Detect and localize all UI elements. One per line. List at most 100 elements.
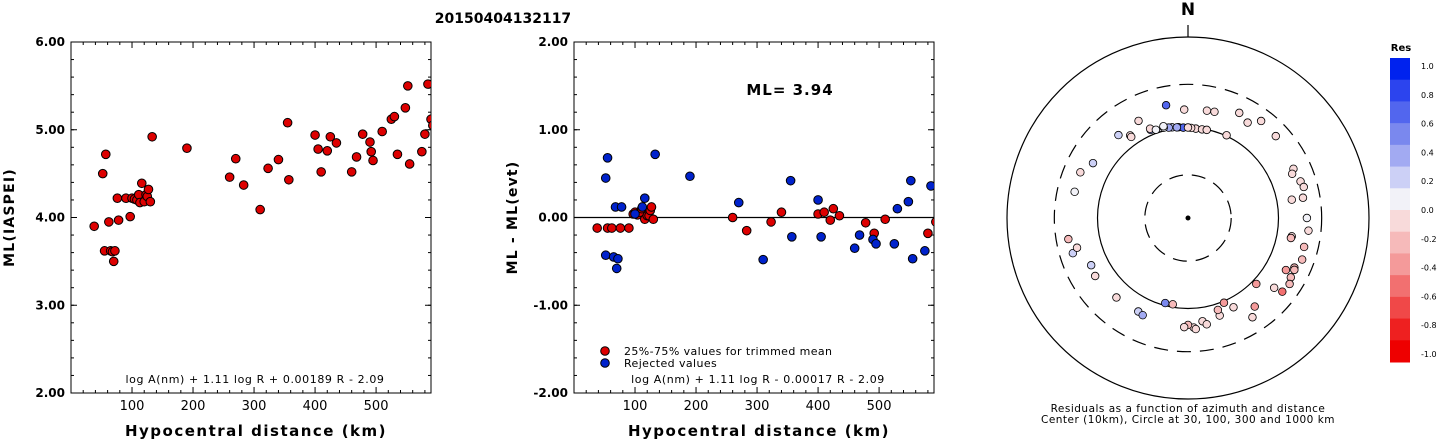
data-point [273,154,284,165]
legend-label: 25%-75% values for trimmed mean [624,345,832,358]
data-point [615,223,626,233]
station-point [1290,265,1299,275]
station-point [1219,298,1229,307]
station-point [1286,233,1296,243]
center-dot [1185,215,1191,221]
colorbar-tick-label: -0.6 [1421,292,1437,301]
polar-caption-line: Residuals as a function of azimuth and d… [1051,403,1326,415]
colorbar-swatch [1390,144,1410,168]
x-tick-label: 500 [364,399,389,414]
station-point [1127,132,1136,142]
data-point [624,223,634,233]
y-tick-label: -2.00 [533,386,568,400]
station-point [1299,182,1308,192]
data-point [400,103,411,113]
data-point [89,221,99,232]
colorbar-swatch [1390,79,1410,102]
station-point [1161,298,1170,308]
residual-colorbar: Res 1.0 0.8 0.6 0.4 0.2 0.0 -0.2 -0.4 -0.6 -0.8 -1.… [1390,43,1437,363]
x-tick-label: 100 [120,399,145,414]
x-axis-label: Hypocentral distance (km) [125,422,387,440]
station-point [1210,107,1219,116]
station-point [1298,193,1308,202]
colorbar-swatch [1390,318,1410,341]
colorbar-swatch [1390,210,1410,233]
colorbar-swatch [1390,340,1410,363]
data-point [104,217,114,227]
ring-30km [1144,174,1232,262]
ring-300km [1053,83,1323,353]
x-axis-label: Hypocentral distance (km) [628,422,890,440]
data-point [819,207,829,218]
data-point [368,155,378,166]
data-point [403,81,413,91]
colorbar-tick-label: -0.2 [1421,235,1437,244]
data-point [903,196,914,207]
colorbar-tick-label: 0.6 [1421,120,1434,129]
station-point [1151,125,1161,134]
colorbar-swatch [1390,166,1410,189]
colorbar-tick-label: -0.8 [1421,321,1437,330]
data-point [600,250,611,261]
station-point [1248,313,1257,322]
legend-label: Rejected values [624,357,717,370]
colorbar-tick-label: -0.4 [1421,264,1437,273]
station-point [1168,300,1177,309]
y-tick-label: 1.00 [538,123,568,137]
data-point [351,152,362,162]
station-point [1302,213,1312,223]
colorbar-swatch [1390,123,1410,146]
data-point [282,117,293,128]
data-point [143,184,154,195]
station-point [1090,271,1100,281]
points-layer [592,149,934,274]
station-point [1086,261,1096,270]
station-point [1243,118,1252,127]
data-point [727,212,738,223]
azimuth-residual-polar-chart: N Residuals as a function of azimuth and … [1006,0,1370,426]
data-point [892,203,903,214]
data-point [108,256,119,267]
data-point [849,243,860,254]
data-point [420,129,430,139]
data-point [417,146,427,157]
magnitude-distance-chart: 100 200 300 400 500 2.00 3.00 4.00 5.00 6.00 Hypoc… [2,35,432,440]
data-point [607,223,617,233]
data-point [834,210,845,221]
station-point [1183,123,1193,132]
station-point [1278,287,1287,296]
data-point [423,79,431,89]
colorbar-tick-label: 0.8 [1421,91,1434,100]
station-point [1229,303,1238,312]
data-point [611,263,622,274]
x-tick-label: 100 [623,399,648,414]
x-tick-label: 200 [181,399,206,414]
data-point [787,232,797,242]
station-point [1064,234,1073,244]
data-point [860,217,871,228]
y-tick-label: 5.00 [35,123,65,137]
station-point [1070,187,1079,197]
colorbar-swatch [1390,231,1410,254]
ml-annotation: ML= 3.94 [746,81,833,99]
x-tick-label: 500 [867,399,892,414]
data-point [600,173,611,183]
data-point [110,246,120,256]
data-point [377,126,387,137]
data-point [100,149,111,160]
colorbar-swatch [1390,188,1410,211]
data-point [366,146,377,157]
polar-caption-line: Center (10km), Circle at 30, 100, 300 an… [1041,414,1335,426]
y-tick-label: 4.00 [35,211,65,225]
data-point [889,239,900,249]
data-point [613,253,623,264]
data-point [112,193,123,203]
formula-text: log A(nm) + 1.11 log R + 0.00189 R - 2.0… [125,373,384,386]
x-tick-label: 400 [806,399,831,414]
data-point [316,167,326,177]
data-point [97,168,108,179]
legend-marker [600,358,610,368]
north-label: N [1181,0,1195,20]
station-point [1281,265,1291,275]
